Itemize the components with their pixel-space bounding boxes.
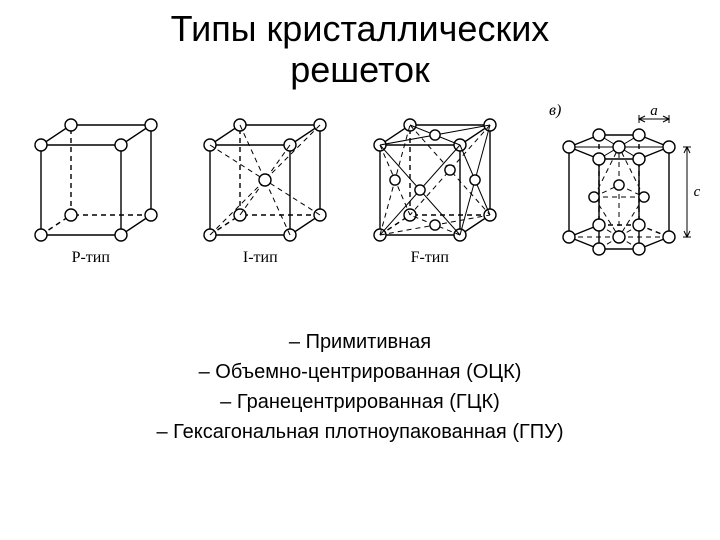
title-line-1: Типы кристаллических xyxy=(171,8,550,49)
figure-i-type: I-тип xyxy=(180,95,340,267)
bullet-item: Примитивная xyxy=(0,327,720,357)
caption-p: Р-тип xyxy=(72,249,110,267)
bullet-item: Объемно-центрированная (ОЦК) xyxy=(0,357,720,387)
lattice-f-icon xyxy=(350,95,510,245)
svg-text:в): в) xyxy=(549,102,561,119)
title-line-2: решеток xyxy=(290,49,430,90)
caption-f: F-тип xyxy=(411,249,449,267)
lattice-i-icon xyxy=(180,95,340,245)
figure-hcp: в) a c xyxy=(519,97,709,267)
lattice-hcp-icon: в) a c xyxy=(519,97,709,267)
bullet-item: Гексагональная плотноупакованная (ГПУ) xyxy=(0,417,720,447)
svg-text:a: a xyxy=(651,103,659,119)
caption-i: I-тип xyxy=(243,249,278,267)
slide: Типы кристаллических решеток Р-тип I-тип… xyxy=(0,0,720,540)
bullet-item: Гранецентрированная (ГЦК) xyxy=(0,387,720,417)
bullet-list: Примитивная Объемно-центрированная (ОЦК)… xyxy=(0,327,720,447)
figures-row: Р-тип I-тип F-тип в) a c xyxy=(0,95,720,267)
slide-title: Типы кристаллических решеток xyxy=(0,0,720,91)
figure-p-type: Р-тип xyxy=(11,95,171,267)
figure-f-type: F-тип xyxy=(350,95,510,267)
lattice-p-icon xyxy=(11,95,171,245)
svg-text:c: c xyxy=(694,184,701,200)
